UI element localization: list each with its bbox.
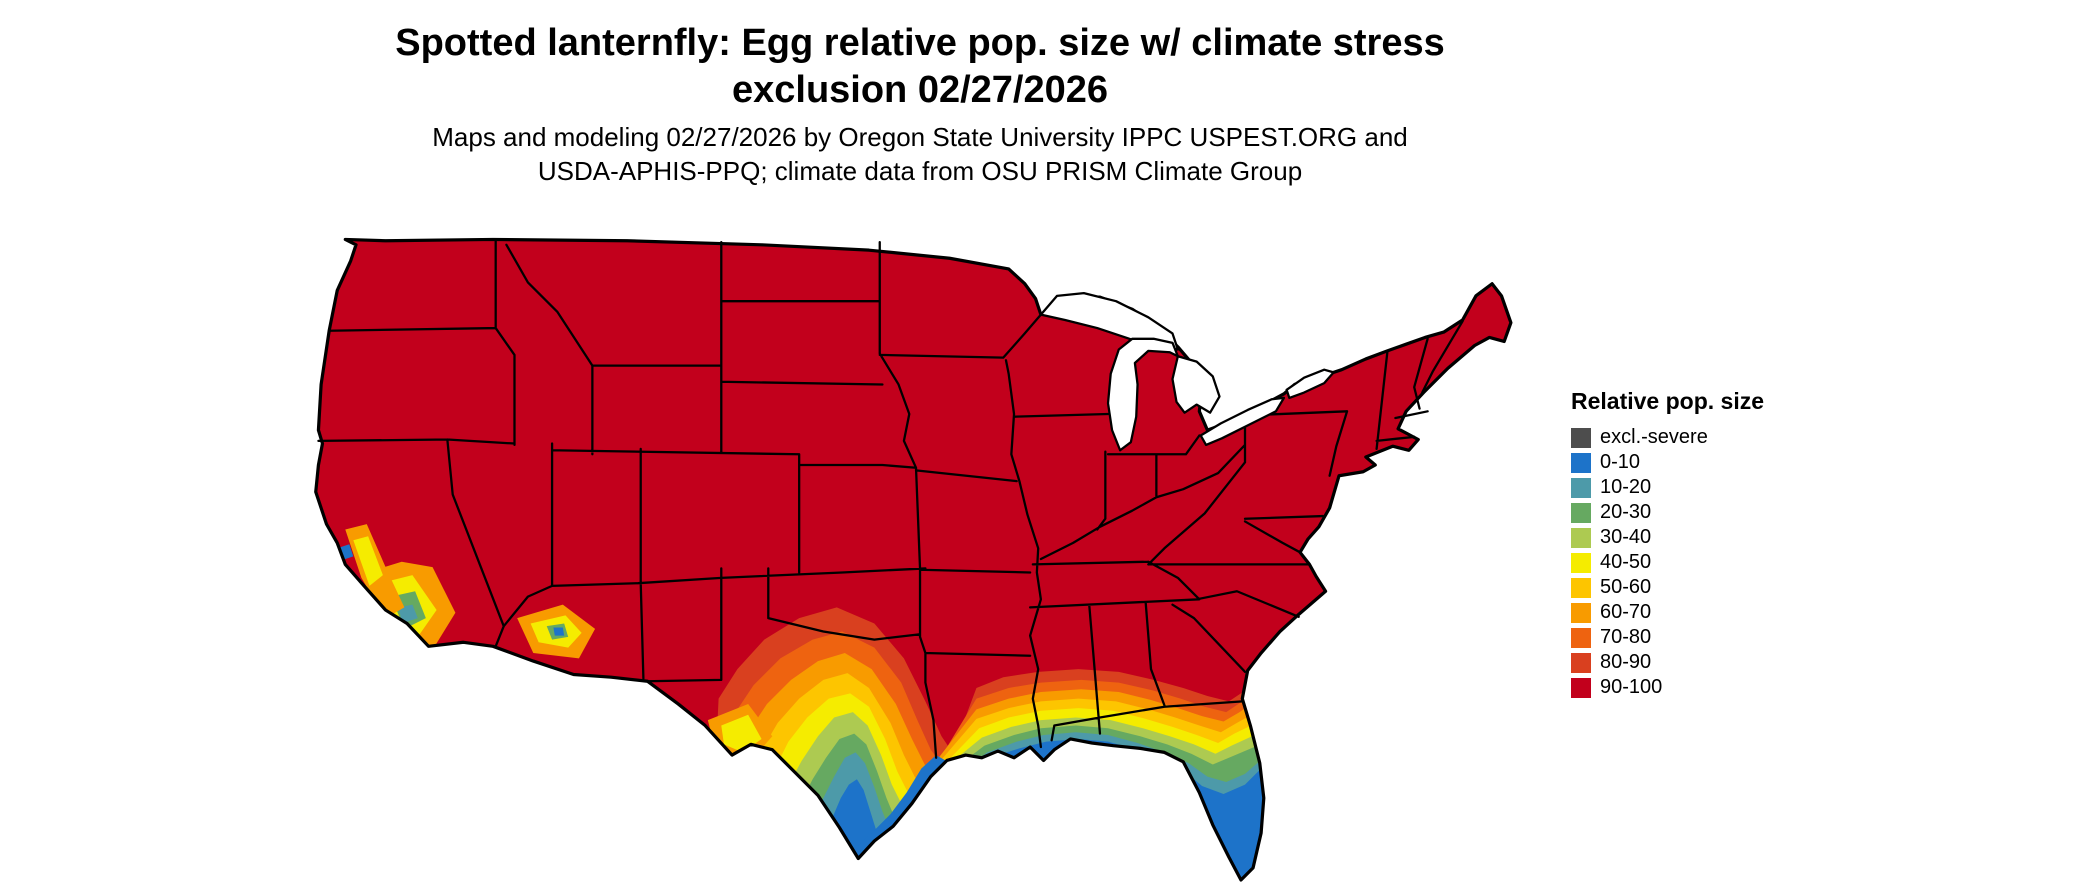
figure-subtitle-block: Maps and modeling 02/27/2026 by Oregon S…	[0, 120, 1840, 188]
legend-label: 60-70	[1600, 601, 1652, 623]
lake-huron	[1171, 355, 1221, 414]
legend-label: 90-100	[1600, 676, 1663, 698]
legend-item: 90-100	[1571, 675, 1831, 700]
legend-title: Relative pop. size	[1571, 388, 1765, 414]
legend-item: 40-50	[1571, 550, 1831, 575]
figure-subtitle-line2: USDA-APHIS-PPQ; climate data from OSU PR…	[537, 156, 1303, 186]
legend-swatch	[1571, 577, 1591, 598]
figure-title-line1: Spotted lanternfly: Egg relative pop. si…	[395, 22, 1445, 64]
great-lakes	[1039, 292, 1335, 452]
legend-swatch	[1571, 602, 1591, 623]
legend-swatch	[1571, 502, 1591, 523]
legend-swatch	[1571, 477, 1591, 498]
legend-label: 10-20	[1600, 476, 1652, 498]
state-borders	[317, 238, 1464, 759]
legend-item: 50-60	[1571, 575, 1831, 600]
central-ca-40-50	[353, 536, 383, 586]
legend-item: 20-30	[1571, 500, 1831, 525]
legend-label: 0-10	[1600, 451, 1641, 473]
legend-swatch	[1571, 677, 1591, 698]
legend-swatch	[1571, 527, 1591, 548]
legend-swatch	[1571, 652, 1591, 673]
legend-list: excl.-severe 0-10 10-20 20-30 30-40 40-50 50-6…	[1571, 425, 1831, 700]
legend: Relative pop. size excl.-severe 0-10 10-20…	[1571, 388, 1831, 700]
legend-item: excl.-severe	[1571, 425, 1831, 450]
legend-item: 30-40	[1571, 525, 1831, 550]
legend-label: 30-40	[1600, 526, 1652, 548]
legend-label: excl.-severe	[1600, 426, 1708, 448]
legend-item: 70-80	[1571, 625, 1831, 650]
texas-coast-strip-0-10	[852, 755, 946, 859]
figure-title-line2: exclusion 02/27/2026	[731, 69, 1109, 111]
legend-swatch	[1571, 552, 1591, 573]
legend-label: 40-50	[1600, 551, 1652, 573]
legend-label: 50-60	[1600, 576, 1652, 598]
us-map	[305, 226, 1527, 884]
legend-label: 70-80	[1600, 626, 1652, 648]
figure-title-block: Spotted lanternfly: Egg relative pop. si…	[0, 20, 1840, 114]
legend-item: 0-10	[1571, 450, 1831, 475]
us-map-svg	[314, 237, 1513, 882]
legend-swatch	[1571, 627, 1591, 648]
legend-swatch	[1571, 427, 1591, 448]
legend-item: 60-70	[1571, 600, 1831, 625]
lake-ontario	[1285, 368, 1335, 400]
legend-swatch	[1571, 452, 1591, 473]
arizona-patch-0-10	[553, 627, 565, 636]
legend-item: 80-90	[1571, 650, 1831, 675]
socal-patch-10-20	[399, 604, 418, 624]
lake-michigan	[1106, 337, 1179, 452]
figure-subtitle-line1: Maps and modeling 02/27/2026 by Oregon S…	[432, 122, 1408, 152]
lake-erie	[1199, 396, 1286, 447]
legend-label: 20-30	[1600, 501, 1652, 523]
legend-item: 10-20	[1571, 475, 1831, 500]
lake-superior	[1039, 292, 1179, 351]
legend-label: 80-90	[1600, 651, 1652, 673]
